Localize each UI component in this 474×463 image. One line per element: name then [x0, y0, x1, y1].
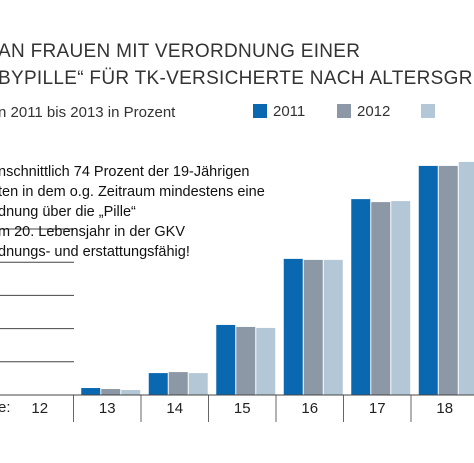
- bar: [148, 373, 168, 395]
- x-tick-label: 16: [301, 400, 318, 417]
- bar: [458, 161, 474, 395]
- bar: [418, 165, 438, 395]
- bar: [168, 372, 188, 395]
- x-tick-label: 15: [234, 400, 251, 417]
- x-tick-label: 17: [369, 400, 386, 417]
- bar: [351, 199, 371, 395]
- bar: [283, 258, 303, 395]
- bar: [101, 389, 121, 395]
- bar: [188, 373, 208, 395]
- bar: [216, 324, 236, 395]
- x-tick-label: 14: [166, 400, 183, 417]
- x-tick-label: 12: [31, 400, 48, 417]
- annotation: m 20. Lebensjahr in der GKV: [0, 224, 185, 240]
- legend-swatch: [421, 104, 435, 118]
- annotation: dnung über die „Pille“: [0, 204, 136, 220]
- chart-subtitle: n 2011 bis 2013 in Prozent: [0, 104, 176, 121]
- annotation: nschnittlich 74 Prozent der 19-Jährigen: [0, 164, 249, 180]
- x-axis-label: e:: [0, 399, 11, 416]
- legend-swatch: [337, 104, 351, 118]
- annotation: ten in dem o.g. Zeitraum mindestens eine: [0, 184, 265, 200]
- annotation: dnungs- und erstattungsfähig!: [0, 244, 190, 260]
- legend-label: 2012: [357, 103, 390, 120]
- chart-title: AN FRAUEN MIT VERORDNUNG EINER: [0, 41, 360, 62]
- bar: [256, 327, 276, 395]
- legend-label: 2011: [273, 103, 305, 120]
- legend-swatch: [253, 104, 267, 118]
- bar: [371, 202, 391, 395]
- x-tick-label: 18: [436, 400, 453, 417]
- chart-title: BYPILLE“ FÜR TK-VERSICHERTE NACH ALTERSG…: [0, 68, 473, 89]
- x-tick-label: 13: [99, 400, 116, 417]
- bar: [438, 165, 458, 395]
- bar: [81, 388, 101, 395]
- bar: [236, 326, 256, 395]
- bar: [391, 201, 411, 395]
- bar: [323, 259, 343, 395]
- bar: [303, 259, 323, 395]
- bar: [121, 390, 141, 395]
